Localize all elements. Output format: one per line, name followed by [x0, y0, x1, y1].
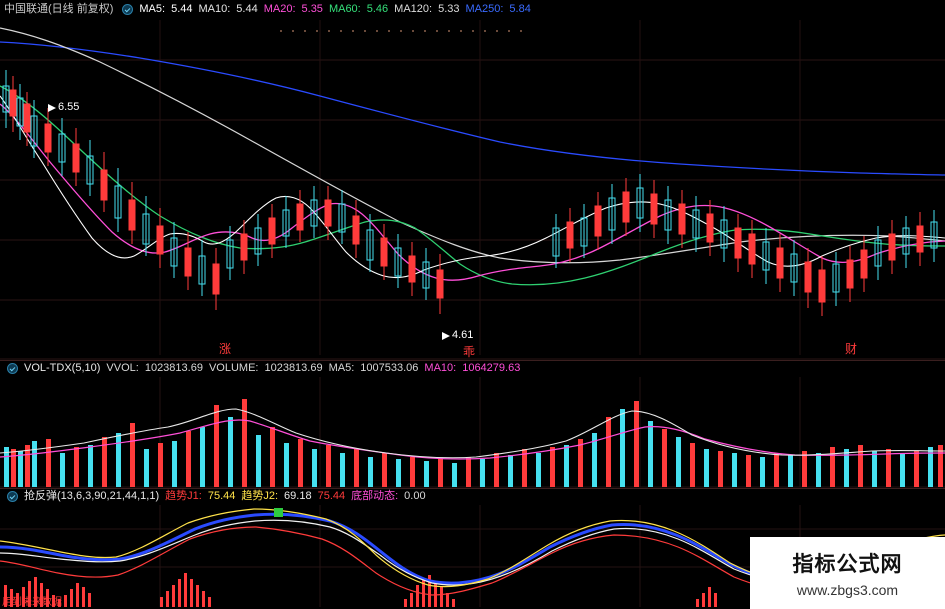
price-label-low-text: 4.61 — [452, 329, 474, 341]
volume-value: 1023813.69 — [264, 362, 323, 374]
symbol-title[interactable]: 中国联通(日线 前复权) — [4, 3, 114, 15]
ma5-label: MA5: — [139, 3, 166, 15]
ma5-value: 5.44 — [171, 3, 193, 15]
ma10-label: MA10: — [198, 3, 231, 15]
signal-square-marker — [274, 508, 283, 517]
annotation-cai: 财 — [845, 340, 857, 357]
annotation-zhang-text: 涨 — [219, 342, 232, 356]
price-panel[interactable]: 中国联通(日线 前复权) MA5: 5.44 MA10: 5.44 MA20: 5.35 MA… — [0, 0, 945, 360]
ma20-value: 5.35 — [301, 3, 323, 15]
trend-j1-label: 趋势J1: — [165, 490, 202, 502]
check-circle-icon[interactable] — [122, 3, 134, 15]
ma120-label: MA120: — [394, 3, 433, 15]
price-chart-svg — [0, 20, 945, 360]
volume-indicator-name[interactable]: VOL-TDX(5,10) — [24, 362, 101, 374]
vol-ma10-value: 1064279.63 — [462, 362, 521, 374]
ma60-value: 5.46 — [366, 3, 389, 15]
vol-ma10-label: MA10: — [424, 362, 457, 374]
check-circle-icon[interactable] — [7, 490, 18, 502]
ma20-label: MA20: — [263, 3, 296, 15]
check-circle-icon[interactable] — [7, 362, 18, 374]
annotation-cai-text: 财 — [845, 342, 858, 356]
price-label-high: 6.55 — [58, 101, 79, 113]
volume-indicator-header: VOL-TDX(5,10) VVOL: 1023813.69 VOLUME: 10238… — [0, 361, 526, 375]
price-label-high-text: 6.55 — [58, 101, 80, 113]
watermark: 指标公式网 www.zbgs3.com — [750, 537, 945, 609]
annotation-guai-text: 乖 — [463, 345, 476, 359]
ma120-value: 5.33 — [438, 3, 460, 15]
trend-j2-value: 69.18 — [284, 490, 312, 502]
watermark-title: 指标公式网 — [792, 553, 903, 576]
volume-panel[interactable]: VOL-TDX(5,10) VVOL: 1023813.69 VOLUME: 10238… — [0, 361, 945, 488]
volume-chart-svg — [0, 361, 945, 488]
vol-ma5-value: 1007533.06 — [360, 362, 419, 374]
vol-ma5-label: MA5: — [328, 362, 355, 374]
trend-j3-value: 75.44 — [317, 490, 346, 502]
rebound-indicator-name[interactable]: 抢反弹(13,6,3,90,21,44,1,1) — [24, 490, 160, 502]
vvol-label: VVOL: — [106, 362, 139, 374]
future-data-note: 用到未来数据 — [2, 597, 62, 608]
ma250-label: MA250: — [465, 3, 504, 15]
annotation-guai: 乖 — [463, 343, 475, 360]
bottom-dynamic-value: 0.00 — [404, 490, 426, 502]
trend-j2-label: 趋势J2: — [241, 490, 279, 502]
trend-j1-value: 75.44 — [207, 490, 236, 502]
panel-divider-2 — [0, 488, 945, 489]
rebound-indicator-header: 抢反弹(13,6,3,90,21,44,1,1) 趋势J1: 75.44 趋势J2: 6… — [0, 489, 432, 503]
bottom-dynamic-label: 底部动态: — [351, 490, 399, 502]
watermark-url: www.zbgs3.com — [796, 582, 899, 598]
vvol-value: 1023813.69 — [144, 362, 203, 374]
price-indicator-header: 中国联通(日线 前复权) MA5: 5.44 MA10: 5.44 MA20: 5.35 MA… — [0, 2, 537, 16]
annotation-zhang: 涨 — [219, 340, 231, 357]
panel-divider-1 — [0, 360, 945, 361]
ma10-value: 5.44 — [236, 3, 258, 15]
ma250-value: 5.84 — [509, 3, 531, 15]
volume-label: VOLUME: — [208, 362, 259, 374]
price-label-low: 4.61 — [452, 329, 473, 341]
ma60-label: MA60: — [328, 3, 361, 15]
